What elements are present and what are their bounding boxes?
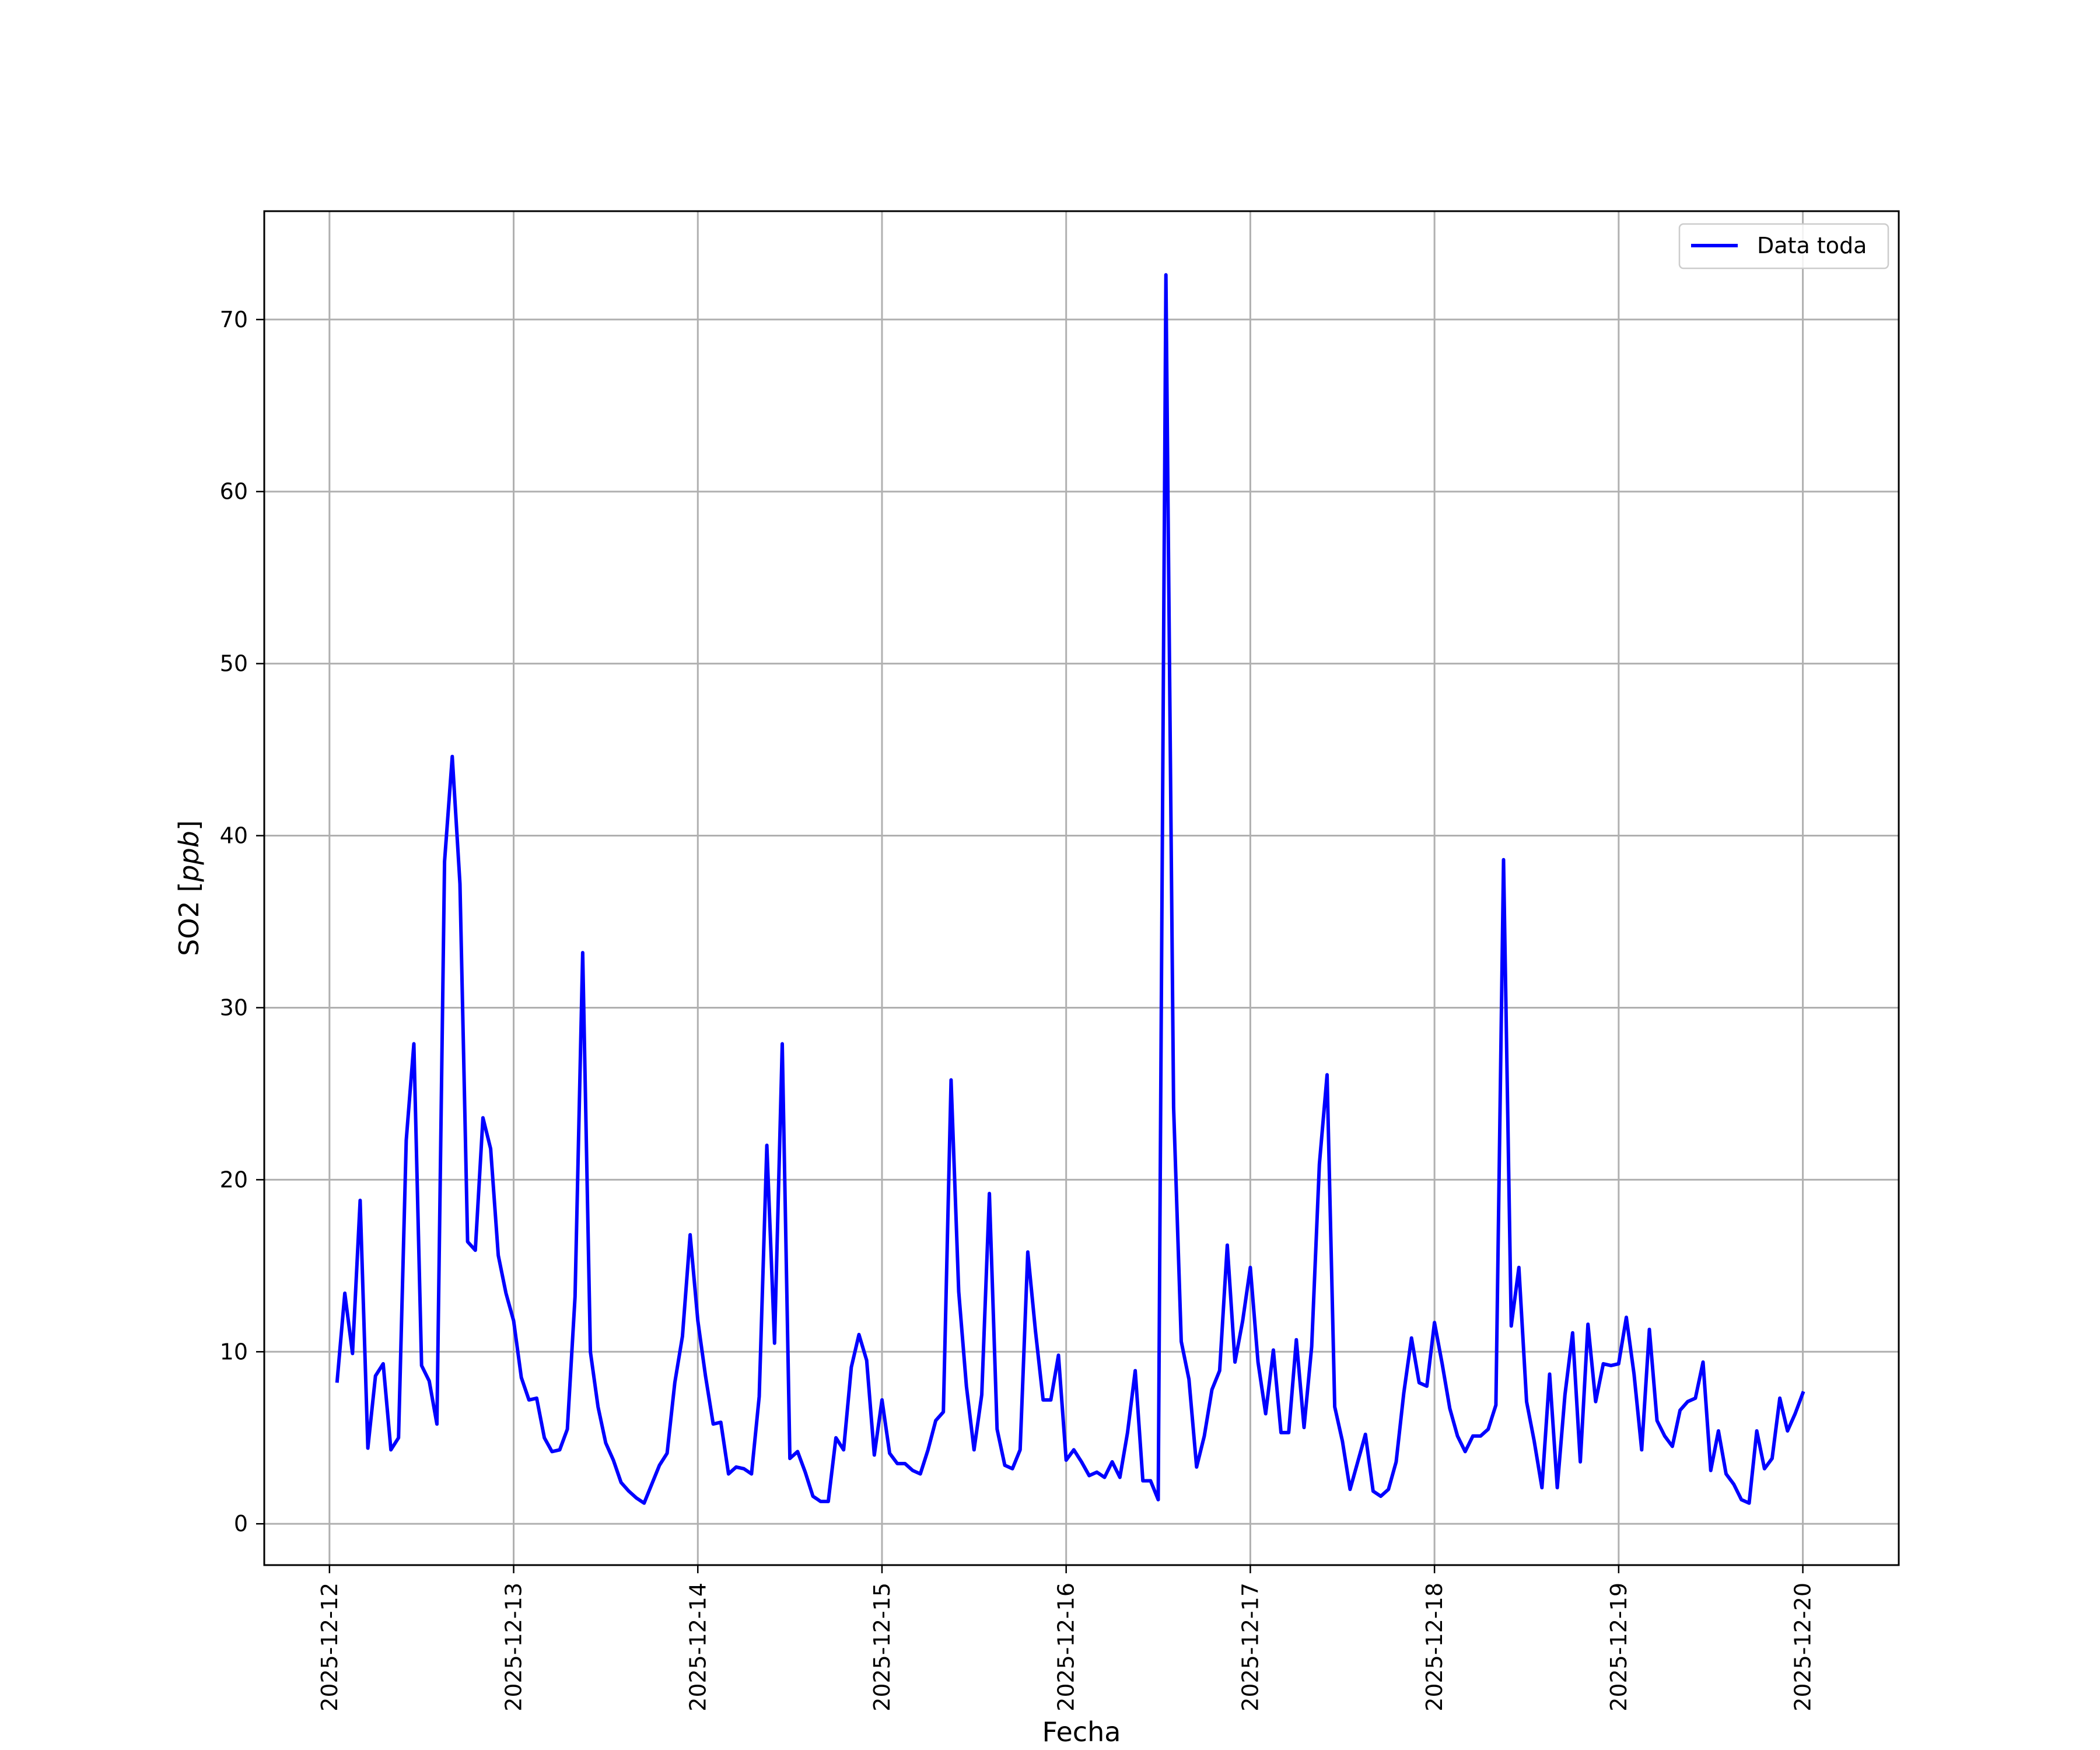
x-tick-label: 2025-12-15 (869, 1583, 895, 1712)
x-tick-label: 2025-12-19 (1606, 1583, 1632, 1712)
y-tick-label: 40 (220, 823, 248, 849)
y-axis-label-suffix: ] (173, 820, 205, 831)
x-tick-label: 2025-12-13 (501, 1583, 527, 1712)
x-tick-label: 2025-12-18 (1422, 1583, 1447, 1712)
x-tick-label: 2025-12-16 (1054, 1583, 1079, 1712)
y-tick-label: 50 (220, 651, 248, 677)
legend: Data toda (1678, 223, 1889, 270)
legend-label-data-toda: Data toda (1757, 233, 1867, 258)
y-axis-label-prefix: SO2 [ (173, 882, 205, 956)
series-line-data-toda (335, 273, 1805, 1505)
y-tick-label: 60 (220, 479, 248, 505)
x-tick-label: 2025-12-17 (1237, 1583, 1263, 1712)
ticks: 2025-12-12 2025-12-13 2025-12-14 2025-12-15… (220, 307, 1816, 1712)
y-tick-label: 70 (220, 307, 248, 332)
y-tick-label: 20 (220, 1167, 248, 1192)
legend-box (1678, 223, 1889, 270)
grid (264, 211, 1899, 1565)
series-layer (335, 273, 1805, 1505)
x-tick-label: 2025-12-20 (1790, 1583, 1816, 1712)
y-axis-label: SO2 [ppb] (173, 820, 205, 956)
x-tick-label: 2025-12-14 (685, 1583, 710, 1712)
x-tick-label: 2025-12-12 (317, 1583, 342, 1712)
plot-frame (263, 210, 1900, 1566)
y-tick-label: 10 (220, 1339, 248, 1364)
x-axis-label: Fecha (1042, 1716, 1121, 1748)
y-tick-label: 30 (220, 995, 248, 1020)
y-axis-label-unit: ppb (173, 831, 205, 883)
y-tick-label: 0 (234, 1511, 248, 1536)
